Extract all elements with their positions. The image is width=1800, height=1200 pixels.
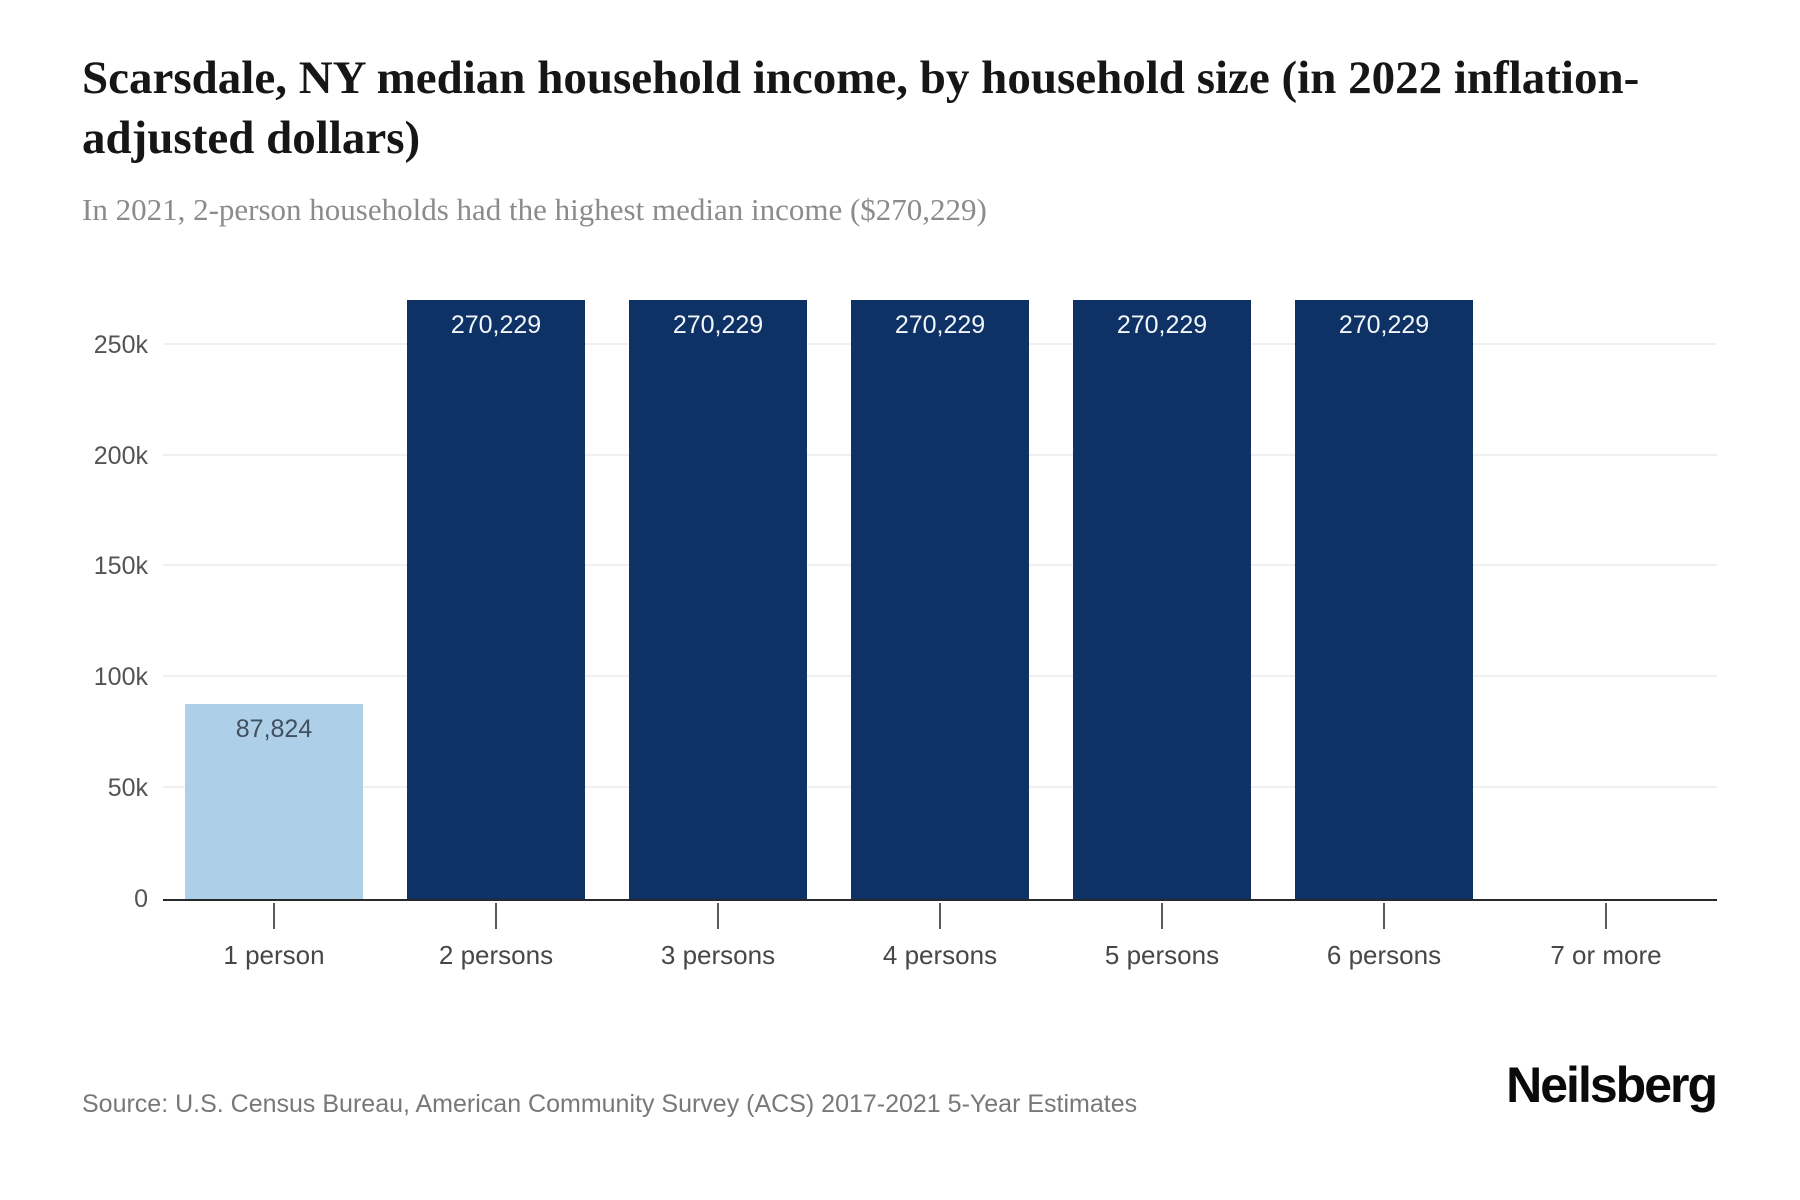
chart-subtitle: In 2021, 2-person households had the hig… — [82, 192, 987, 227]
bar-5-persons[interactable]: 270,229 — [1073, 299, 1251, 899]
bar-value-label: 87,824 — [235, 715, 313, 744]
x-axis-line — [163, 899, 1717, 901]
x-axis-tick — [1383, 903, 1385, 929]
y-axis-tick-label: 50k — [107, 774, 148, 803]
bar-value-label: 270,229 — [1338, 310, 1430, 339]
bar-6-persons[interactable]: 270,229 — [1295, 299, 1473, 899]
y-axis-tick-label: 100k — [93, 663, 148, 692]
x-axis-tick — [717, 903, 719, 929]
y-axis-tick-label: 200k — [93, 441, 148, 470]
x-axis-label: 5 persons — [1104, 940, 1220, 970]
x-axis-tick — [495, 903, 497, 929]
x-axis-label: 4 persons — [882, 940, 998, 970]
plot-area: 87,824 1 person 270,229 2 persons 270,229 3 p… — [163, 262, 1717, 970]
bar-1-person[interactable]: 87,824 — [185, 704, 363, 899]
bar-value-label: 270,229 — [672, 310, 764, 339]
source-text: Source: U.S. Census Bureau, American Com… — [82, 1090, 1138, 1118]
bar-4-persons[interactable]: 270,229 — [851, 299, 1029, 899]
x-axis-label: 7 or more — [1550, 940, 1662, 970]
x-axis-label: 3 persons — [660, 940, 776, 970]
bar-2-persons[interactable]: 270,229 — [407, 299, 585, 899]
x-axis-label: 1 person — [223, 940, 325, 970]
y-axis-tick-label: 250k — [93, 330, 148, 359]
neilsberg-logo: Neilsberg — [1506, 1057, 1718, 1113]
x-axis-tick — [1605, 903, 1607, 929]
x-axis-tick — [273, 903, 275, 929]
bar-value-label: 270,229 — [894, 310, 986, 339]
bar-value-label: 270,229 — [1116, 310, 1208, 339]
x-axis-label: 6 persons — [1326, 940, 1442, 970]
bar-chart: 87,824 1 person 270,229 2 persons 270,229 3 p… — [0, 262, 1800, 1002]
x-axis-label: 2 persons — [438, 940, 554, 970]
y-axis-tick-label: 150k — [93, 552, 148, 581]
x-axis-tick — [939, 903, 941, 929]
bar-value-label: 270,229 — [450, 310, 542, 339]
chart-title: Scarsdale, NY median household income, b… — [82, 52, 1640, 165]
bar-3-persons[interactable]: 270,229 — [629, 299, 807, 899]
x-axis-tick — [1161, 903, 1163, 929]
y-axis-tick-label: 0 — [134, 885, 148, 913]
